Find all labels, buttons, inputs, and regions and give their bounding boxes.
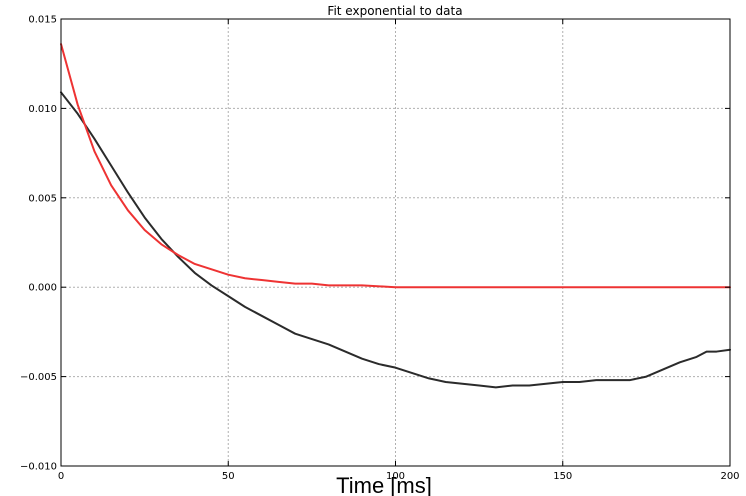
axis-ticks: 0 50 100 150 200 −0.010 −0.005 0.000 0.005 0.010 0… <box>20 15 740 483</box>
x-tick-label: 0 <box>58 471 64 482</box>
series-line-2 <box>60 43 731 289</box>
x-tick-label: 50 <box>222 471 235 482</box>
y-tick-label: 0.010 <box>28 104 57 115</box>
chart-title: Fit exponential to data <box>327 4 462 18</box>
y-tick-label: 0.015 <box>28 15 57 26</box>
x-tick-label: 200 <box>720 471 739 482</box>
y-tick-label: −0.010 <box>20 462 57 473</box>
plot-frame <box>60 18 731 467</box>
x-axis-label: Time [ms] <box>336 473 432 496</box>
y-tick-label: −0.005 <box>20 372 57 383</box>
x-tick-label: 100 <box>386 471 405 482</box>
y-tick-label: 0.005 <box>28 193 57 204</box>
x-tick-label: 150 <box>553 471 572 482</box>
y-tick-label: 0.000 <box>28 283 57 294</box>
grid <box>60 18 731 467</box>
series-layer <box>60 43 731 389</box>
